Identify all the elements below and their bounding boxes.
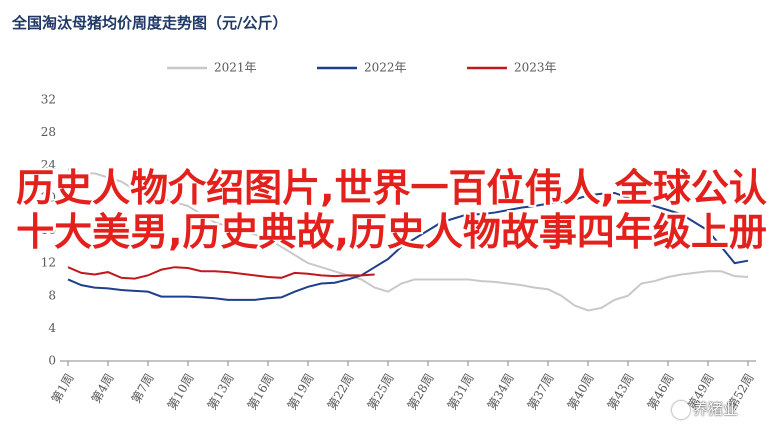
x-tick-label: 第34周	[485, 371, 517, 412]
y-tick-label: 12	[41, 256, 56, 270]
watermark: 养猪业	[672, 398, 738, 419]
series-line	[67, 191, 749, 301]
y-tick-label: 4	[48, 321, 56, 335]
x-tick-label: 第16周	[245, 371, 277, 412]
y-tick-label: 32	[41, 93, 56, 107]
y-tick-label: 16	[41, 223, 56, 237]
x-tick-label: 第22周	[325, 371, 357, 412]
x-tick-label: 第1周	[49, 371, 77, 405]
x-tick-label: 第28周	[405, 371, 437, 412]
watermark-text: 养猪业	[693, 400, 739, 418]
chart-title: 全国淘汰母猪均价周度走势图（元/公斤）	[11, 14, 287, 32]
y-tick-label: 28	[41, 125, 56, 139]
x-tick-label: 第7周	[129, 371, 157, 405]
y-tick-label: 24	[41, 158, 57, 172]
x-tick-label: 第19周	[285, 371, 317, 412]
y-tick-label: 8	[48, 288, 56, 302]
watermark-icon	[672, 400, 690, 419]
y-tick-label: 20	[41, 190, 56, 204]
legend-label: 2021年	[214, 61, 257, 75]
legend-label: 2023年	[514, 61, 557, 75]
x-tick-label: 第37周	[525, 371, 557, 412]
y-tick-label: 0	[48, 354, 56, 368]
x-tick-label: 第13周	[205, 371, 237, 412]
series-line	[67, 266, 375, 280]
x-tick-label: 第43周	[605, 371, 637, 412]
legend-label: 2022年	[364, 61, 407, 75]
series-line	[67, 168, 749, 312]
x-tick-label: 第25周	[365, 371, 397, 412]
x-tick-label: 第40周	[565, 371, 597, 412]
x-tick-label: 第4周	[89, 371, 117, 405]
overlay-text: 历史人物介绍图片,世界一百位伟人,全球公认十大美男,历史典故,历史人物故事四年级…	[16, 166, 767, 254]
x-tick-label: 第31周	[445, 371, 477, 412]
x-tick-label: 第10周	[165, 371, 197, 412]
